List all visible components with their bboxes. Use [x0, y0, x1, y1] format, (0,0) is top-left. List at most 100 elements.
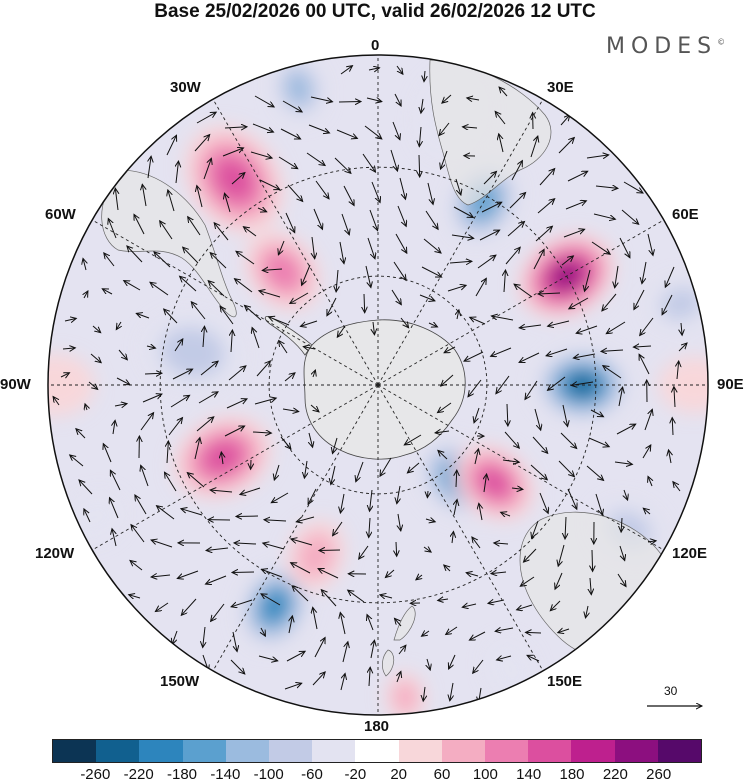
wind-arrow — [157, 506, 175, 520]
wind-arrow — [168, 190, 175, 212]
wind-arrow — [539, 169, 555, 186]
wind-arrow — [79, 480, 93, 495]
wind-arrow — [206, 575, 227, 584]
wind-arrow — [369, 667, 370, 687]
wind-arrow — [225, 193, 231, 213]
wind-arrow — [427, 658, 430, 670]
wind-arrow — [327, 297, 337, 316]
wind-arrow — [452, 532, 454, 544]
colorbar-tick-label: 180 — [559, 766, 585, 783]
wind-arrow — [338, 102, 361, 103]
wind-arrow — [142, 184, 146, 207]
wind-arrow — [483, 171, 497, 185]
wind-arrow — [261, 627, 265, 636]
wind-arrow — [519, 325, 542, 328]
wind-arrow — [151, 575, 171, 577]
wind-arrow — [602, 293, 617, 311]
wind-arrow — [481, 202, 502, 213]
wind-arrow — [539, 492, 548, 513]
wind-arrow — [312, 236, 315, 259]
wind-arrow — [463, 127, 478, 128]
wind-arrow — [634, 289, 645, 310]
wind-arrow — [102, 289, 113, 295]
wind-arrow — [306, 152, 325, 166]
wind-arrow — [530, 136, 538, 158]
wind-arrow — [313, 208, 323, 229]
wind-arrow — [110, 470, 121, 491]
wind-arrow — [532, 520, 539, 538]
wind-arrow — [291, 563, 311, 574]
wind-vectors — [53, 66, 687, 703]
wind-arrow — [519, 352, 540, 362]
wind-arrow — [565, 201, 586, 210]
wind-arrow — [677, 361, 679, 380]
wind-arrow — [380, 595, 393, 598]
wind-arrow — [467, 98, 480, 100]
wind-arrow — [291, 539, 313, 546]
wind-arrow — [296, 516, 315, 522]
wind-arrow — [365, 265, 371, 288]
anomaly-contour — [658, 356, 708, 414]
wind-arrow — [187, 473, 205, 488]
wind-arrow — [442, 94, 452, 103]
meridian-line — [91, 384, 379, 551]
wind-arrow — [466, 573, 479, 576]
wind-arrow — [141, 465, 149, 487]
colorbar-cell — [398, 740, 442, 762]
wind-arrow — [560, 432, 577, 449]
wind-arrow — [313, 607, 318, 630]
wind-arrow — [393, 261, 406, 280]
wind-arrow — [198, 392, 218, 404]
wind-arrow — [240, 487, 261, 495]
wind-arrow — [527, 655, 540, 662]
wind-arrow — [142, 394, 162, 403]
wind-arrow — [380, 457, 392, 476]
wind-arrow — [617, 573, 626, 587]
wind-arrow — [514, 284, 533, 298]
colorbar-cell — [312, 740, 356, 762]
wind-arrow — [172, 630, 178, 644]
wind-arrow — [505, 247, 520, 265]
wind-arrow — [60, 373, 70, 377]
wind-arrow — [164, 309, 178, 324]
map-border — [47, 54, 709, 716]
anomaly-contour — [264, 252, 301, 291]
wind-arrow — [228, 366, 246, 381]
wind-arrow — [208, 281, 225, 297]
wind-arrow — [621, 209, 639, 224]
wind-arrow — [419, 294, 435, 301]
wind-arrow — [134, 214, 145, 235]
wind-arrow — [681, 322, 682, 335]
wind-arrow — [274, 464, 280, 480]
wind-arrow — [308, 124, 330, 133]
wind-arrow — [146, 346, 156, 348]
wind-arrow — [561, 256, 573, 266]
wind-arrow — [302, 264, 311, 285]
wind-arrow — [231, 330, 232, 353]
lon-label-60e: 60E — [672, 206, 699, 223]
brand-logo: MODES© — [606, 34, 725, 59]
wind-arrow — [451, 235, 474, 238]
wind-arrow — [368, 68, 380, 70]
wind-arrow — [424, 70, 425, 82]
colorbar-tick-label: 20 — [390, 766, 407, 783]
wind-arrow — [135, 495, 147, 515]
colorbar-cell — [139, 740, 183, 762]
wind-arrow — [257, 208, 267, 212]
brand-name: MODES — [606, 34, 718, 59]
wind-arrow — [586, 155, 609, 158]
meridian-line — [212, 384, 379, 672]
wind-arrow — [520, 576, 535, 586]
colorbar-cell — [485, 740, 529, 762]
wind-arrow — [456, 470, 457, 488]
wind-arrow — [495, 628, 514, 631]
wind-arrow — [396, 65, 403, 74]
wind-arrow — [127, 246, 143, 263]
wind-arrow — [619, 237, 630, 258]
colorbar-tick-label: 220 — [602, 766, 628, 783]
wind-arrow — [314, 638, 325, 658]
anomaly-contour — [660, 287, 702, 321]
wind-arrow — [673, 482, 681, 492]
wind-arrow — [370, 489, 373, 511]
